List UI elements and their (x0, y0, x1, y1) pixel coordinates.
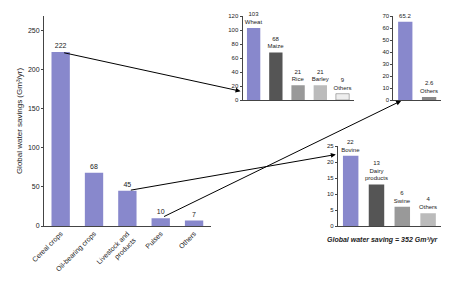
svg-text:Livestock andproducts: Livestock andproducts (95, 230, 138, 273)
svg-text:0: 0 (235, 97, 239, 103)
svg-text:7: 7 (192, 211, 196, 218)
svg-text:45: 45 (123, 181, 131, 188)
svg-text:Others: Others (177, 230, 197, 250)
svg-text:250: 250 (28, 27, 40, 34)
svg-text:20: 20 (382, 73, 389, 79)
svg-text:9Others: 9Others (334, 77, 352, 91)
svg-text:120: 120 (228, 13, 239, 19)
svg-text:0: 0 (386, 97, 390, 103)
svg-text:6Swine: 6Swine (394, 190, 411, 204)
svg-text:10: 10 (157, 208, 165, 215)
svg-text:Oil-bearing crops: Oil-bearing crops (55, 230, 99, 274)
svg-text:60: 60 (382, 25, 389, 31)
svg-text:60: 60 (232, 55, 239, 61)
svg-text:68: 68 (90, 163, 98, 170)
svg-text:5: 5 (330, 207, 334, 213)
svg-text:22Bovine: 22Bovine (341, 139, 360, 153)
svg-text:Global water savings (Gm³/yr): Global water savings (Gm³/yr) (15, 68, 24, 175)
svg-text:Global water saving = 352 Gm³/: Global water saving = 352 Gm³/yr (327, 236, 439, 244)
svg-text:4Others: 4Others (419, 196, 437, 210)
svg-text:200: 200 (28, 66, 40, 73)
svg-text:222: 222 (55, 42, 67, 49)
svg-text:150: 150 (28, 105, 40, 112)
svg-text:40: 40 (382, 49, 389, 55)
svg-text:10: 10 (327, 191, 334, 197)
svg-text:40: 40 (232, 69, 239, 75)
svg-text:13Dairyproducts: 13Dairyproducts (365, 160, 388, 182)
svg-text:15: 15 (327, 175, 334, 181)
svg-text:2.6Others: 2.6Others (420, 80, 438, 94)
svg-text:10: 10 (382, 85, 389, 91)
svg-text:50: 50 (382, 37, 389, 43)
svg-text:50: 50 (32, 183, 40, 190)
svg-text:30: 30 (382, 61, 389, 67)
svg-text:65.2: 65.2 (399, 13, 411, 19)
svg-text:20: 20 (327, 159, 334, 165)
svg-text:100: 100 (28, 144, 40, 151)
svg-text:70: 70 (382, 13, 389, 19)
svg-text:Cereal crops: Cereal crops (31, 230, 65, 264)
svg-text:20: 20 (232, 83, 239, 89)
svg-text:80: 80 (232, 41, 239, 47)
svg-text:100: 100 (228, 27, 239, 33)
svg-text:21Barley: 21Barley (312, 69, 329, 83)
svg-text:103Wheat: 103Wheat (245, 11, 263, 25)
svg-text:25: 25 (327, 143, 334, 149)
svg-text:0: 0 (36, 222, 40, 229)
svg-text:21Rice: 21Rice (292, 69, 305, 83)
svg-text:Pulses: Pulses (144, 230, 164, 250)
svg-text:68Maize: 68Maize (268, 36, 285, 50)
svg-text:0: 0 (330, 223, 334, 229)
